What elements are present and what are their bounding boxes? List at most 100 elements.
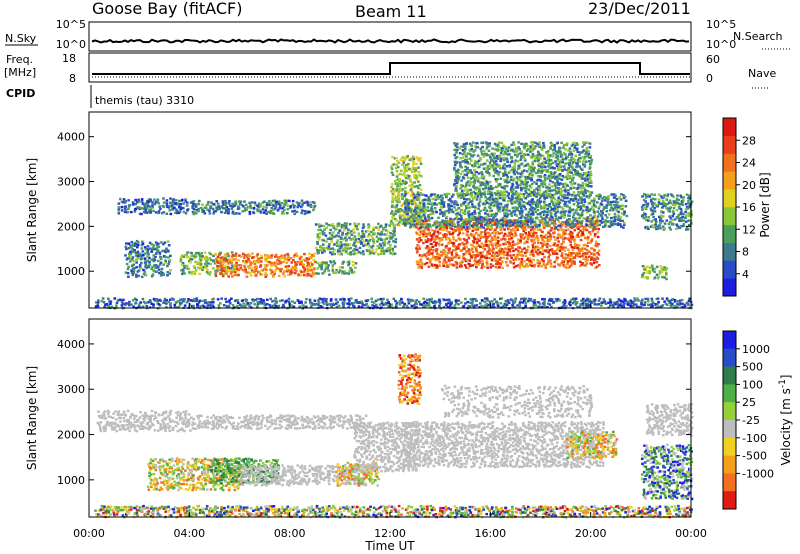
power-cell-2147: [498, 262, 501, 265]
power-cell-3677: [620, 212, 624, 215]
power-cell-3402: [555, 201, 558, 204]
power-cell-2316: [526, 257, 530, 260]
power-cell-3621: [610, 216, 613, 220]
power-cell-945: [253, 201, 257, 204]
power-cell-2707: [593, 249, 596, 252]
power-cell-2948: [453, 225, 457, 228]
power-cell-2437: [546, 243, 549, 246]
power-cell-111: [172, 198, 175, 201]
power-cell-210: [140, 261, 143, 265]
power-cell-4094: [512, 143, 516, 146]
power-cell-1: [117, 209, 120, 212]
power-cell-272: [154, 264, 158, 267]
power-cell-2663: [588, 255, 591, 258]
power-cell-2968: [459, 224, 462, 228]
power-cell-2450: [549, 244, 552, 248]
power-cell-4954: [139, 301, 142, 304]
power-cell-3568: [596, 215, 600, 218]
power-cell-2097: [492, 251, 495, 254]
power-cell-4931: [120, 304, 124, 307]
power-cell-2056: [484, 228, 487, 231]
power-cell-1847: [451, 241, 454, 245]
power-cell-4102: [513, 168, 516, 171]
power-cell-100: [169, 212, 173, 216]
power-cell-194: [136, 246, 139, 249]
power-cell-1831: [448, 239, 452, 242]
power-cell-2977: [460, 196, 463, 200]
power-cell-4047: [505, 184, 509, 188]
power-cell-1638: [415, 226, 418, 229]
power-cell-4315: [544, 165, 547, 169]
power-cell-846: [197, 210, 200, 213]
power-cell-1814: [445, 254, 449, 257]
power-cell-1167: [347, 252, 350, 255]
power-cell-1731: [431, 229, 434, 232]
power-cell-4555: [576, 143, 579, 146]
power-cell-2915: [445, 223, 448, 226]
power-cell-3831: [473, 186, 476, 190]
power-cell-994: [281, 210, 285, 214]
power-cell-3232: [519, 223, 523, 227]
power-cell-2274: [519, 241, 522, 244]
power-cell-1400: [394, 179, 397, 183]
power-cell-2686: [588, 223, 592, 227]
power-cell-1387: [394, 218, 397, 221]
power-cell-3282: [529, 215, 533, 218]
power-cell-4318: [543, 157, 546, 160]
power-cell-3992: [496, 143, 500, 146]
power-cell-888: [223, 207, 227, 210]
power-cell-94: [165, 199, 169, 202]
power-cell-2021: [479, 236, 483, 239]
power-cell-642: [273, 270, 276, 274]
power-cell-3627: [610, 193, 613, 196]
power-cell-2157: [498, 232, 501, 235]
power-cell-2111: [493, 257, 496, 260]
power-cell-4108: [513, 150, 516, 153]
power-cell-4180: [526, 194, 529, 198]
power-cell-4627: [590, 185, 593, 188]
power-cell-4512: [570, 178, 574, 181]
power-cell-3758: [463, 194, 467, 198]
power-cell-2472: [554, 259, 558, 262]
power-cell-3555: [591, 205, 594, 209]
power-cell-2867: [433, 202, 437, 205]
power-cell-1210: [353, 222, 356, 225]
power-cell-932: [244, 203, 248, 206]
power-cell-4152: [521, 180, 524, 184]
power-cell-4476: [566, 169, 569, 172]
power-cell-1534: [408, 184, 411, 187]
power-cell-4937: [122, 302, 125, 305]
power-cell-4345: [549, 177, 552, 180]
power-cell-1131: [339, 250, 343, 253]
power-cell-2284: [520, 262, 524, 266]
power-cell-3448: [568, 217, 571, 221]
power-cell-1109: [330, 233, 334, 237]
power-cell-3090: [486, 213, 489, 216]
power-cell-4776: [672, 200, 676, 203]
power-cell-1649: [418, 247, 421, 250]
power-cell-4127: [517, 141, 520, 144]
power-cell-1013: [291, 199, 295, 203]
power-cell-2570: [569, 230, 573, 234]
power-cell-3254: [522, 200, 525, 204]
power-cell-3591: [602, 207, 605, 211]
power-cell-1276: [372, 228, 375, 231]
power-cell-2020: [478, 239, 481, 242]
power-cell-3572: [595, 201, 599, 204]
power-cell-882: [220, 210, 223, 214]
power-cell-1436: [399, 210, 402, 214]
power-cell-1932: [465, 258, 469, 261]
power-cell-4548: [576, 165, 579, 168]
power-cell-1204: [353, 241, 356, 245]
power-cell-4142: [520, 156, 523, 159]
power-cell-2411: [541, 238, 544, 241]
power-cell-4466: [564, 153, 567, 156]
power-cell-3484: [575, 200, 579, 203]
power-cell-2520: [561, 246, 565, 249]
power-cell-3320: [536, 203, 539, 206]
power-cell-2457: [550, 226, 554, 230]
power-cell-1005: [286, 204, 289, 207]
power-cell-655: [277, 274, 281, 278]
power-cell-807: [341, 270, 344, 273]
power-cell-4707: [654, 198, 657, 201]
